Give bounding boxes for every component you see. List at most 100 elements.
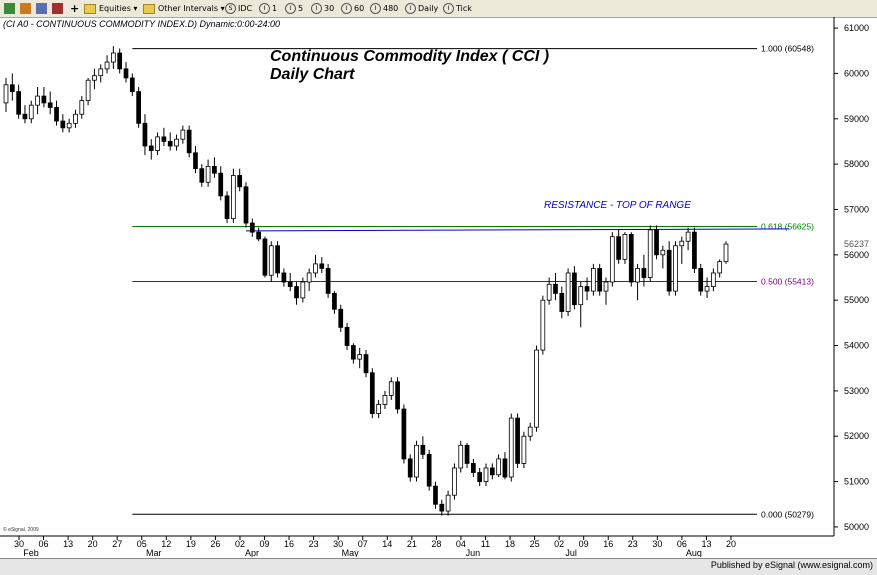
candle-body	[711, 272, 716, 287]
x-tick-label: 30	[14, 539, 24, 549]
folder-icon	[84, 3, 96, 14]
interval-icon: I	[285, 3, 296, 14]
chart-panel[interactable]: 61000 60000 59000 58000 57000 56000 55000 54000…	[0, 17, 877, 557]
candle-body	[477, 472, 483, 482]
candle-body	[597, 268, 603, 292]
candle-body	[666, 249, 672, 292]
add-icon[interactable]: +	[70, 2, 80, 15]
last-price-label: 56237	[844, 239, 869, 249]
candle-body	[584, 286, 590, 292]
candle-body	[508, 417, 514, 478]
candle-body	[673, 245, 678, 292]
interval-480-button[interactable]: I 480	[370, 1, 398, 16]
candle-body	[186, 129, 192, 154]
candle-body	[3, 84, 9, 104]
candle-body	[445, 494, 451, 512]
interval-icon: S	[225, 3, 236, 14]
candle-body	[521, 435, 527, 464]
candle-body	[609, 236, 615, 283]
candle-body	[212, 165, 217, 174]
toolbar-icon-2[interactable]	[20, 1, 31, 16]
candle-body	[578, 286, 584, 306]
candle-body	[407, 458, 413, 478]
interval-60-button[interactable]: I 60	[341, 1, 364, 16]
candle-body	[603, 281, 609, 292]
candle-body	[439, 503, 445, 512]
chart-subtitle: Daily Chart	[270, 66, 355, 83]
candle-body	[262, 238, 268, 276]
fib-level-label: 0.500 (55413)	[761, 276, 814, 286]
toolbar-icon-3[interactable]	[36, 1, 47, 16]
candle-body	[325, 268, 331, 294]
candle-body	[155, 136, 160, 151]
x-tick-label: 20	[726, 539, 736, 549]
candle-body	[136, 91, 141, 124]
x-month-label: Feb	[23, 548, 39, 557]
candle-body	[275, 245, 280, 274]
candle-body	[300, 281, 306, 299]
equities-label: Equities	[99, 4, 131, 13]
candle-body	[98, 68, 104, 77]
y-tick-label: 55000	[844, 295, 869, 305]
x-tick-label: 07	[358, 539, 368, 549]
daily-label: Daily	[418, 4, 439, 13]
candlestick-chart[interactable]: 61000 60000 59000 58000 57000 56000 55000 54000…	[0, 17, 877, 557]
candle-body	[654, 229, 659, 256]
candle-body	[231, 175, 236, 219]
candle-body	[489, 467, 495, 476]
equities-button[interactable]: Equities ▾	[84, 1, 137, 16]
interval-30-button[interactable]: I 30	[311, 1, 334, 16]
candle-body	[41, 95, 47, 104]
other-intervals-button[interactable]: Other Intervals ▾	[143, 1, 225, 16]
candle-body	[376, 404, 381, 414]
candle-body	[199, 168, 205, 183]
candle-body	[717, 261, 723, 274]
x-tick-label: 26	[210, 539, 220, 549]
tick-button[interactable]: I Tick	[443, 1, 472, 16]
x-tick-label: 21	[407, 539, 417, 549]
candle-body	[237, 175, 243, 188]
candle-body	[565, 272, 571, 312]
y-tick-label: 58000	[844, 159, 869, 169]
candle-body	[483, 467, 489, 482]
x-tick-label: 20	[88, 539, 98, 549]
daily-button[interactable]: I Daily	[405, 1, 438, 16]
candle-body	[92, 75, 97, 81]
y-tick-label: 54000	[844, 341, 869, 351]
idc-button[interactable]: S IDC	[225, 1, 252, 16]
x-tick-label: 30	[652, 539, 662, 549]
candle-body	[313, 263, 318, 274]
toolbar-icon-4[interactable]	[52, 1, 63, 16]
candle-body	[641, 268, 647, 278]
x-tick-label: 09	[260, 539, 270, 549]
interval-30-label: 30	[324, 4, 335, 13]
y-tick-label: 60000	[844, 68, 869, 78]
y-tick-label: 57000	[844, 204, 869, 214]
candle-body	[685, 231, 691, 242]
x-tick-label: 23	[309, 539, 319, 549]
x-tick-label: 16	[603, 539, 613, 549]
candle-body	[635, 268, 640, 283]
x-tick-label: 13	[63, 539, 73, 549]
y-tick-label: 51000	[844, 477, 869, 487]
candle-body	[344, 326, 350, 346]
candle-body	[458, 444, 464, 469]
x-tick-label: 04	[456, 539, 466, 549]
candle-body	[117, 52, 123, 70]
candle-body	[572, 272, 577, 306]
candle-body	[433, 485, 438, 505]
candle-body	[527, 426, 533, 437]
candle-body	[622, 234, 628, 260]
candle-body	[363, 354, 369, 374]
toolbar-icon-1[interactable]	[4, 1, 15, 16]
candle-body	[546, 283, 552, 301]
candle-body	[28, 104, 34, 120]
candle-body	[161, 136, 167, 142]
y-tick-label: 59000	[844, 114, 869, 124]
candle-body	[249, 222, 255, 233]
candle-body	[660, 249, 666, 256]
interval-5-label: 5	[298, 4, 304, 13]
